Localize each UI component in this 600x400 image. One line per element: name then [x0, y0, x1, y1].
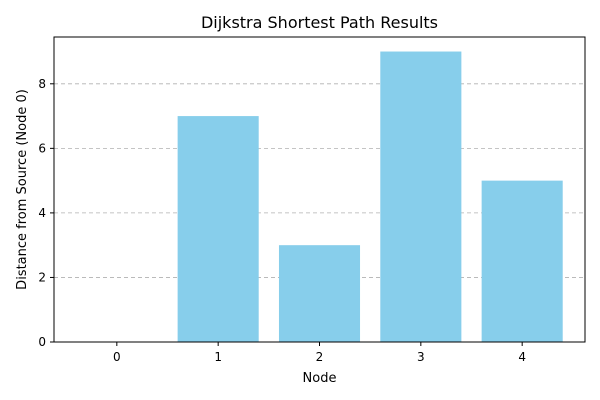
chart-title: Dijkstra Shortest Path Results	[201, 13, 438, 32]
y-axis-ticks: 0 2 4 6 8	[38, 77, 54, 349]
bar-node-2	[278, 245, 361, 342]
bar-node-4	[481, 180, 563, 342]
x-tick-label: 0	[113, 350, 121, 364]
bars	[177, 51, 563, 343]
x-tick-label: 3	[417, 350, 425, 364]
y-tick-label: 2	[38, 270, 46, 284]
y-axis-label: Distance from Source (Node 0)	[15, 89, 30, 290]
x-axis-label: Node	[303, 371, 337, 386]
x-tick-label: 1	[214, 350, 222, 364]
y-tick-label: 6	[38, 141, 46, 155]
bar-node-1	[177, 116, 259, 343]
x-axis-ticks: 0 1 2 3 4	[113, 342, 526, 364]
x-tick-label: 2	[316, 350, 324, 364]
y-tick-label: 0	[38, 335, 46, 349]
y-tick-label: 8	[38, 77, 46, 91]
y-tick-label: 4	[38, 206, 46, 220]
x-tick-label: 4	[518, 350, 526, 364]
bar-node-3	[380, 51, 462, 343]
